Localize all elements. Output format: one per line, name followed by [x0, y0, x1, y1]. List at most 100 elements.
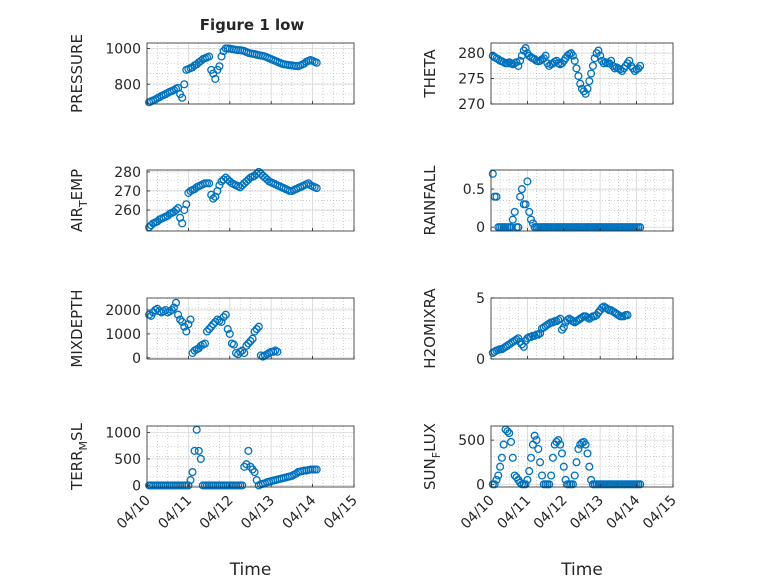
- data-point: [312, 465, 321, 474]
- data-point: [171, 205, 181, 215]
- data-point: [196, 454, 205, 463]
- data-point: [205, 325, 214, 334]
- data-point: [576, 79, 585, 88]
- data-point: [523, 475, 532, 484]
- subplot-4: 0 0.5 RAINFALL: [421, 165, 674, 236]
- y-tick-label: 0: [132, 351, 141, 367]
- data-series: [145, 167, 321, 232]
- data-point: [312, 184, 321, 193]
- data-point: [510, 207, 519, 216]
- data-point: [186, 476, 195, 485]
- data-series: [488, 44, 645, 98]
- data-point: [585, 462, 594, 471]
- y-tick-label: 500: [458, 433, 485, 449]
- y-axis-label: H2OMIXRA: [421, 288, 439, 369]
- data-point: [238, 346, 247, 355]
- data-point: [568, 317, 577, 326]
- data-point: [215, 181, 224, 190]
- data-point: [238, 481, 247, 490]
- data-point: [205, 52, 214, 61]
- y-tick-label: 275: [458, 72, 485, 88]
- subplot-1: 800 1000 PRESSURE: [68, 34, 355, 113]
- data-point: [250, 327, 259, 336]
- data-point: [250, 468, 259, 477]
- y-axis-label: SUNFLUX: [421, 423, 443, 490]
- data-point: [488, 169, 497, 178]
- data-point: [570, 56, 579, 65]
- data-point: [184, 320, 193, 329]
- data-point: [171, 298, 181, 307]
- data-point: [503, 427, 512, 436]
- y-axis-label: THETA: [421, 49, 439, 99]
- data-point: [174, 310, 183, 319]
- data-point: [209, 194, 218, 203]
- data-point: [619, 312, 628, 321]
- data-point: [548, 453, 557, 462]
- y-tick-label: 270: [114, 184, 141, 200]
- data-point: [215, 62, 224, 71]
- data-point: [184, 481, 193, 490]
- data-point: [541, 51, 550, 60]
- major-grid: [147, 426, 354, 487]
- data-point: [536, 458, 545, 467]
- data-point: [202, 327, 212, 336]
- data-point: [252, 325, 261, 334]
- data-point: [508, 453, 517, 462]
- data-point: [525, 207, 534, 216]
- data-series: [145, 44, 321, 107]
- y-tick-label: 500: [114, 452, 141, 468]
- data-point: [209, 320, 218, 329]
- data-point: [521, 44, 530, 53]
- data-point: [554, 315, 563, 325]
- data-point: [556, 440, 565, 449]
- data-point: [492, 475, 501, 484]
- data-point: [574, 444, 583, 454]
- data-point: [273, 347, 282, 356]
- data-point: [559, 462, 568, 471]
- data-point: [186, 315, 195, 324]
- data-point: [583, 449, 592, 458]
- subplot-6: 0 5 H2OMIXRA: [421, 288, 674, 369]
- data-point: [572, 64, 581, 73]
- data-point: [623, 311, 632, 320]
- data-point: [190, 446, 199, 455]
- data-point: [581, 89, 590, 98]
- data-point: [557, 325, 567, 334]
- data-point: [178, 219, 187, 228]
- data-point: [182, 327, 191, 336]
- grid-lines: [491, 298, 673, 359]
- data-point: [508, 215, 517, 224]
- data-point: [182, 200, 191, 209]
- axes-box: [490, 169, 674, 232]
- y-axis-label: AIRTEMP: [68, 169, 90, 232]
- data-point: [496, 462, 505, 471]
- data-point: [581, 440, 590, 449]
- data-point: [180, 322, 189, 331]
- data-point: [625, 56, 634, 65]
- data-point: [570, 471, 579, 480]
- grid-lines: [147, 298, 354, 359]
- y-tick-label: 0: [476, 220, 485, 236]
- data-point: [547, 471, 556, 480]
- y-axis-label: PRESSURE: [68, 34, 86, 113]
- data-series: [488, 302, 632, 357]
- data-point: [594, 46, 603, 55]
- data-point: [205, 179, 214, 188]
- data-point: [180, 80, 189, 89]
- figure-title: Figure 1 low: [200, 16, 305, 34]
- data-point: [223, 325, 232, 334]
- y-tick-label: 0.5: [463, 182, 485, 198]
- data-point: [217, 317, 226, 326]
- grid-lines: [147, 43, 354, 104]
- data-point: [568, 480, 577, 489]
- y-tick-label: 280: [114, 165, 141, 181]
- data-point: [636, 61, 645, 70]
- data-point: [596, 51, 605, 60]
- axes-box: [146, 297, 355, 360]
- y-tick-label: 1000: [105, 425, 141, 441]
- data-point: [526, 215, 536, 224]
- subplot-3: 260 270 280 AIRTEMP: [68, 165, 355, 232]
- data-point: [211, 74, 220, 83]
- data-point: [244, 339, 253, 348]
- grid-lines: [491, 426, 673, 487]
